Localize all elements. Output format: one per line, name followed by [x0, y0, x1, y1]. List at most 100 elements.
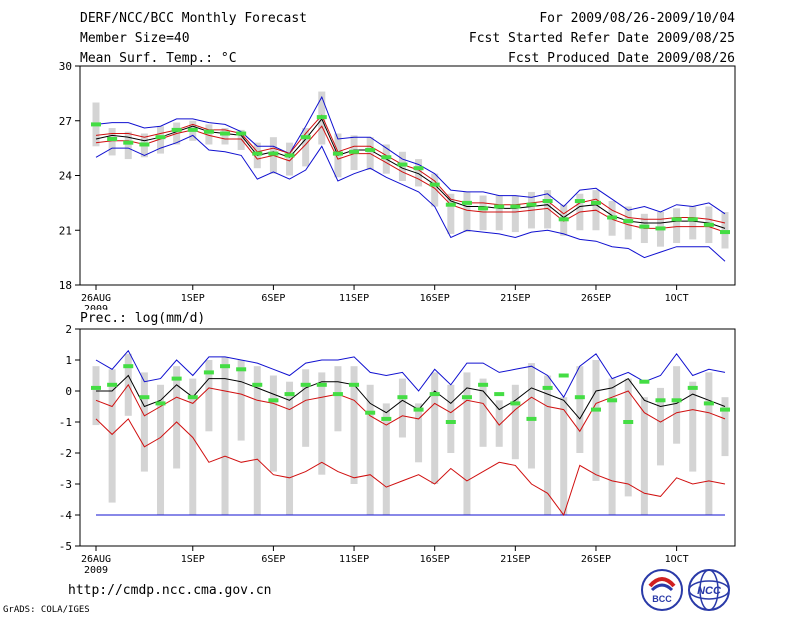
inner-lower-line: [95, 418, 726, 517]
ensemble-mean-marker: [671, 398, 682, 403]
x-tick-sublabel: 2009: [84, 304, 108, 310]
ensemble-box: [205, 360, 213, 432]
ensemble-mean-marker: [655, 398, 666, 403]
ensemble-box: [705, 372, 713, 515]
ensemble-mean-marker: [558, 373, 569, 378]
ensemble-mean-marker: [461, 200, 472, 205]
y-tick-label: -3: [59, 478, 72, 491]
ensemble-box: [334, 366, 342, 432]
ensemble-box: [366, 384, 374, 515]
ensemble-mean-marker: [510, 401, 521, 406]
ensemble-box: [157, 384, 165, 515]
ensemble-box: [479, 378, 487, 447]
x-tick-sublabel: 2009: [84, 565, 108, 576]
ensemble-mean-marker: [203, 129, 214, 134]
ensemble-mean-marker: [139, 142, 150, 147]
ensemble-mean-marker: [155, 401, 166, 406]
ensemble-box: [157, 126, 165, 154]
ensemble-box: [415, 403, 423, 463]
x-tick-label: 11SEP: [339, 554, 369, 565]
ensemble-box: [479, 195, 487, 231]
x-tick-label: 16SEP: [420, 554, 450, 565]
x-tick-label: 26SEP: [581, 293, 611, 304]
ensemble-box: [286, 142, 294, 176]
ensemble-box: [673, 366, 681, 444]
variable-label: Mean Surf. Temp.: °C: [80, 51, 237, 66]
ensemble-mean-marker: [574, 199, 585, 204]
precip-panel-title: Prec.: log(mm/d): [80, 311, 205, 326]
ensemble-box: [269, 375, 277, 472]
x-tick-label: 1SEP: [181, 293, 205, 304]
ensemble-mean-marker: [510, 204, 521, 209]
ensemble-box: [689, 381, 697, 472]
x-tick-label: 6SEP: [261, 293, 285, 304]
ensemble-box: [624, 378, 632, 497]
ensemble-mean-marker: [316, 382, 327, 387]
ensemble-box: [286, 381, 294, 515]
ensemble-box: [431, 173, 439, 207]
ensemble-box: [108, 369, 116, 503]
ensemble-mean-marker: [413, 407, 424, 412]
y-tick-label: 24: [59, 170, 73, 183]
ensemble-mean-marker: [687, 385, 698, 390]
ensemble-mean-marker: [365, 410, 376, 415]
ensemble-box: [511, 384, 519, 460]
ensemble-mean-marker: [703, 222, 714, 227]
y-tick-label: 2: [65, 323, 72, 336]
ensemble-mean-marker: [316, 115, 327, 120]
ensemble-mean-marker: [300, 382, 311, 387]
x-tick-label: 26AUG: [81, 554, 111, 565]
ensemble-mean-marker: [703, 401, 714, 406]
ensemble-box: [544, 190, 552, 229]
forecast-period-label: For 2009/08/26-2009/10/04: [539, 11, 735, 26]
bcc-logo-text: BCC: [652, 594, 672, 604]
ensemble-box: [382, 403, 390, 515]
ensemble-box: [721, 397, 729, 457]
ensemble-mean-marker: [397, 162, 408, 167]
ensemble-box: [656, 387, 664, 466]
ensemble-mean-marker: [252, 151, 263, 156]
ensemble-mean-marker: [494, 204, 505, 209]
ensemble-box: [527, 363, 535, 469]
x-tick-label: 21SEP: [500, 293, 530, 304]
y-tick-label: 27: [59, 115, 72, 128]
inner-upper-line: [95, 383, 726, 433]
ensemble-mean-marker: [381, 155, 392, 160]
ensemble-mean-marker: [607, 398, 618, 403]
x-tick-label: 16SEP: [420, 293, 450, 304]
ensemble-mean-marker: [429, 392, 440, 397]
ensemble-box: [237, 129, 245, 150]
x-tick-label: 1SEP: [181, 554, 205, 565]
ensemble-mean-marker: [607, 215, 618, 220]
y-tick-label: -5: [59, 540, 72, 553]
y-tick-label: -1: [59, 416, 72, 429]
x-tick-label: 6SEP: [261, 554, 285, 565]
ensemble-box: [173, 366, 181, 469]
ensemble-box: [511, 195, 519, 233]
ensemble-box: [673, 208, 681, 244]
ensemble-box: [415, 159, 423, 187]
ensemble-mean-marker: [720, 230, 730, 235]
ensemble-box: [108, 128, 116, 156]
source-url[interactable]: http://cmdp.ncc.cma.gov.cn: [68, 583, 272, 598]
ncc-logo-text: NCC: [697, 585, 722, 597]
ensemble-box: [350, 366, 358, 484]
ensemble-box: [140, 372, 148, 472]
ensemble-mean-marker: [655, 226, 666, 231]
ensemble-mean-marker: [542, 385, 553, 390]
ensemble-mean-marker: [220, 364, 231, 369]
ensemble-mean-marker: [284, 153, 295, 158]
ensemble-box: [189, 378, 197, 515]
ensemble-mean-marker: [91, 385, 101, 390]
ensemble-box: [205, 124, 213, 145]
ensemble-mean-marker: [526, 202, 537, 207]
ncc-logo: NCC: [688, 569, 730, 611]
ensemble-mean-marker: [220, 131, 231, 136]
envelope-upper-line: [95, 349, 726, 399]
ensemble-box: [92, 366, 100, 426]
precipitation-chart: Prec.: log(mm/d) -5 -4 -3 -2 -1 0 1 2 26AUG 1SEP 6S…: [59, 311, 736, 576]
member-size-label: Member Size=40: [80, 31, 190, 46]
ensemble-box: [302, 369, 310, 447]
ensemble-box: [495, 195, 503, 231]
ensemble-box: [124, 131, 132, 160]
